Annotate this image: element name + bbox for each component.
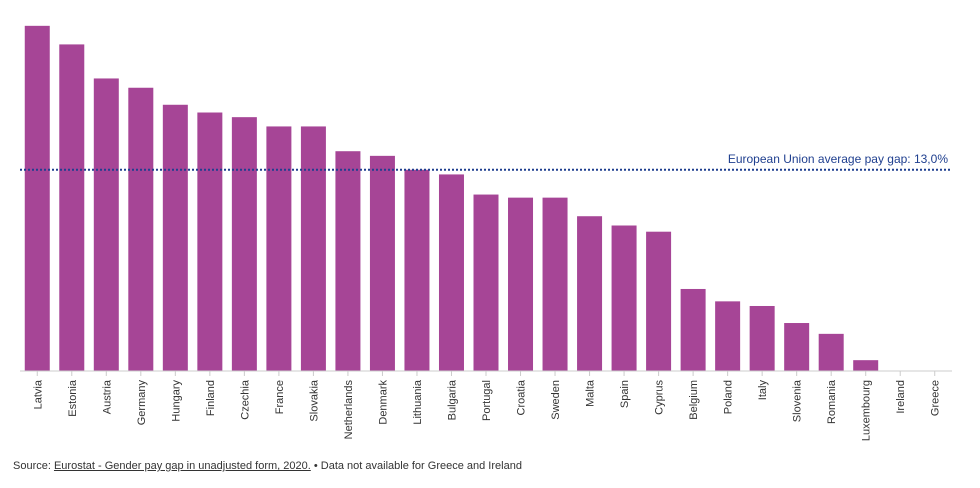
bar-latvia: [24, 25, 50, 372]
x-axis-ticks: [36, 371, 936, 376]
data-availability-note: • Data not available for Greece and Irel…: [310, 460, 522, 472]
bar-belgium: [680, 288, 706, 371]
tick-label-hungary: Hungary: [170, 380, 182, 422]
bar-slovenia: [784, 323, 810, 371]
tick-label-croatia: Croatia: [516, 379, 528, 415]
bar-austria: [93, 78, 119, 372]
bar-sweden: [542, 197, 568, 371]
bar-spain: [611, 225, 637, 371]
bar-estonia: [59, 44, 85, 371]
tick-label-austria: Austria: [101, 379, 113, 414]
bar-hungary: [162, 104, 188, 372]
tick-label-malta: Malta: [585, 379, 597, 407]
tick-label-romania: Romania: [826, 379, 838, 424]
tick-label-denmark: Denmark: [377, 380, 389, 425]
bar-croatia: [508, 197, 534, 371]
source-link[interactable]: Eurostat - Gender pay gap in unadjusted …: [53, 460, 311, 472]
tick-label-spain: Spain: [619, 380, 631, 408]
tick-label-bulgaria: Bulgaria: [446, 379, 458, 420]
tick-label-netherlands: Netherlands: [343, 380, 355, 440]
tick-label-belgium: Belgium: [688, 380, 700, 420]
bar-germany: [128, 87, 154, 371]
tick-label-estonia: Estonia: [67, 379, 79, 417]
tick-label-lithuania: Lithuania: [412, 379, 424, 425]
source-prefix: Source:: [13, 460, 54, 472]
bar-denmark: [369, 155, 395, 371]
tick-label-portugal: Portugal: [481, 380, 493, 421]
bar-czechia: [231, 117, 257, 371]
bar-portugal: [473, 194, 499, 371]
tick-label-slovakia: Slovakia: [308, 379, 320, 421]
bar-bulgaria: [438, 174, 464, 371]
tick-label-ireland: Ireland: [895, 380, 907, 414]
bar-chart: Latvia Estonia Austria Germany Hungary Finlan…: [20, 25, 952, 441]
tick-label-cyprus: Cyprus: [654, 380, 666, 415]
bar-luxembourg: [853, 360, 879, 371]
tick-label-germany: Germany: [136, 380, 148, 426]
bar-finland: [197, 112, 223, 371]
tick-label-slovenia: Slovenia: [792, 379, 804, 422]
bars-group: [24, 25, 879, 372]
bar-netherlands: [335, 151, 361, 371]
tick-label-poland: Poland: [723, 380, 735, 414]
bar-cyprus: [646, 231, 672, 371]
eu-average-label: European Union average pay gap: 13,0%: [728, 152, 948, 166]
bar-italy: [749, 305, 775, 371]
tick-label-finland: Finland: [205, 380, 217, 416]
tick-label-italy: Italy: [757, 380, 769, 401]
tick-label-sweden: Sweden: [550, 380, 562, 420]
tick-label-czechia: Czechia: [239, 379, 251, 420]
bar-france: [266, 126, 292, 371]
tick-label-greece: Greece: [930, 380, 942, 416]
tick-label-latvia: Latvia: [32, 379, 44, 409]
bar-romania: [818, 333, 844, 371]
tick-label-france: France: [274, 380, 286, 414]
x-axis-tick-labels: Latvia Estonia Austria Germany Hungary Finlan…: [32, 379, 941, 441]
bar-lithuania: [404, 169, 430, 371]
bar-poland: [715, 301, 741, 371]
bar-malta: [577, 216, 603, 371]
bar-slovakia: [300, 126, 326, 371]
tick-label-luxembourg: Luxembourg: [861, 380, 873, 441]
chart-footer: Source: Eurostat - Gender pay gap in una…: [13, 460, 522, 472]
